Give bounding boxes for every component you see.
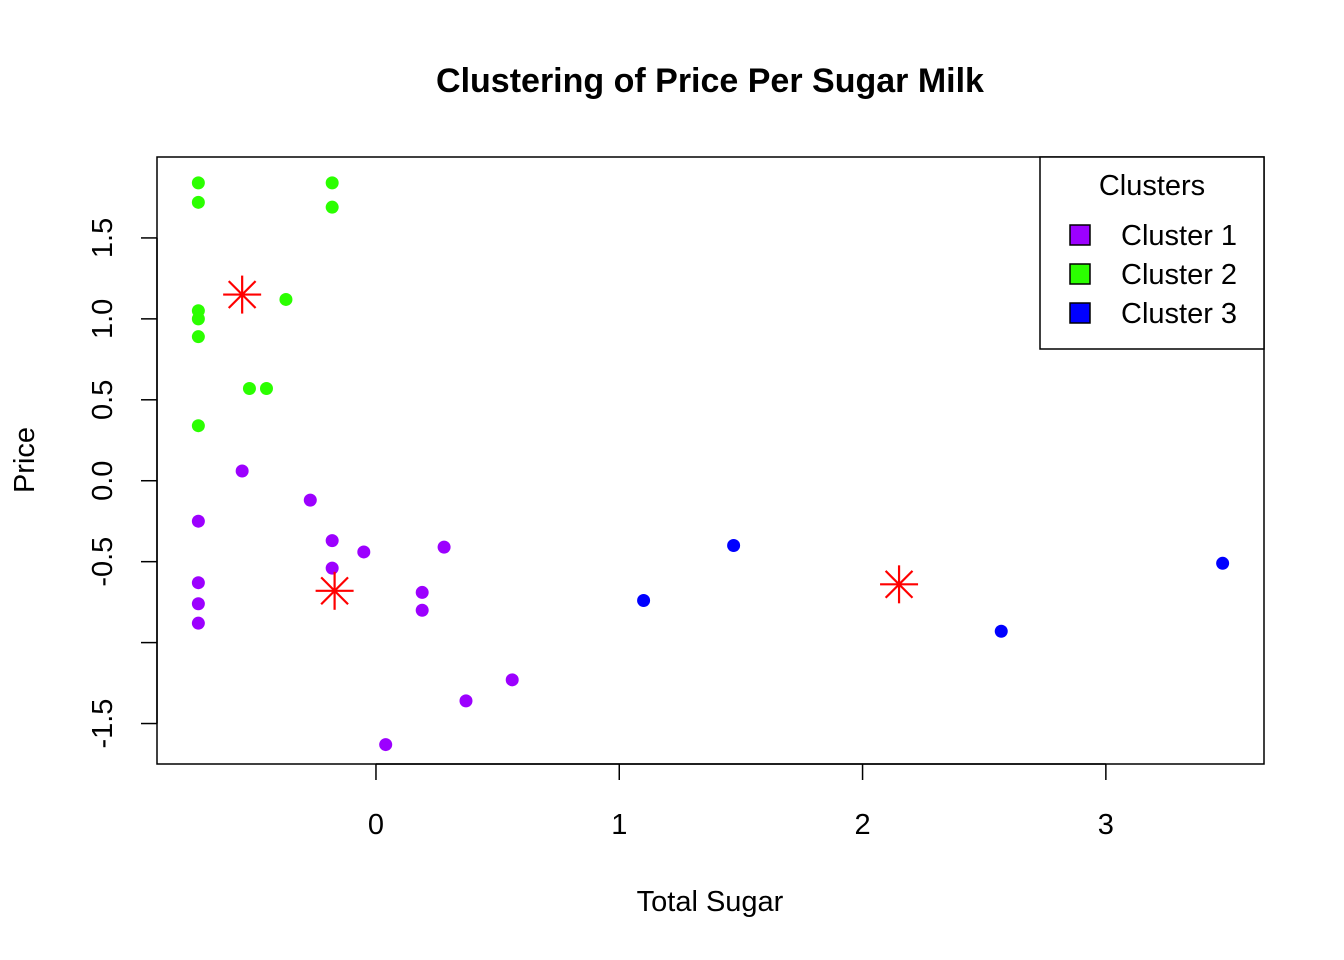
cluster-center-marker	[880, 565, 919, 604]
data-point	[191, 597, 205, 611]
data-point	[637, 594, 651, 608]
data-point	[191, 330, 205, 344]
data-point	[191, 576, 205, 590]
x-axis-label: Total Sugar	[637, 886, 784, 918]
data-point	[379, 738, 393, 752]
data-point	[242, 381, 256, 395]
data-point	[191, 195, 205, 209]
data-point	[235, 464, 249, 478]
data-point	[415, 603, 429, 617]
y-axis: -1.5 -0.5 0.0 0.5 1.0 1.5	[87, 218, 158, 749]
y-axis-label: Price	[9, 427, 41, 493]
cluster-center-marker	[223, 275, 262, 314]
x-axis: 0 1 2 3	[368, 763, 1114, 841]
cluster-center-marker	[315, 571, 354, 610]
data-point	[415, 585, 429, 599]
data-points	[191, 176, 1230, 752]
data-point	[325, 561, 339, 575]
data-point	[325, 176, 339, 190]
legend-entry-label: Cluster 3	[1121, 298, 1237, 330]
y-tick-label: -1.5	[87, 699, 119, 749]
data-point	[191, 616, 205, 630]
data-point	[505, 673, 519, 687]
chart-title: Clustering of Price Per Sugar Milk	[436, 62, 984, 100]
legend-swatch	[1069, 263, 1091, 285]
data-point	[191, 514, 205, 528]
y-tick-label: 0.0	[87, 461, 119, 501]
x-tick-label: 0	[368, 809, 384, 841]
legend-entry-label: Cluster 2	[1121, 259, 1237, 291]
data-point	[994, 624, 1008, 638]
data-point	[191, 176, 205, 190]
data-point	[459, 694, 473, 708]
y-tick-label: 1.5	[87, 218, 119, 258]
y-tick-label: 1.0	[87, 299, 119, 339]
legend-title: Clusters	[1099, 170, 1205, 202]
legend-swatch	[1069, 224, 1091, 246]
data-point	[325, 534, 339, 548]
data-point	[191, 312, 205, 326]
data-point	[259, 381, 273, 395]
data-point	[727, 538, 741, 552]
x-tick-label: 3	[1098, 809, 1114, 841]
cluster-centers	[223, 275, 919, 610]
data-point	[1216, 556, 1230, 570]
data-point	[357, 545, 371, 559]
x-tick-label: 1	[611, 809, 627, 841]
y-tick-label: 0.5	[87, 380, 119, 420]
data-point	[303, 493, 317, 507]
x-tick-label: 2	[854, 809, 870, 841]
legend-swatch	[1069, 302, 1091, 324]
legend-entry-label: Cluster 1	[1121, 220, 1237, 252]
y-tick-label: -0.5	[87, 537, 119, 587]
data-point	[191, 419, 205, 433]
data-point	[325, 200, 339, 214]
data-point	[437, 540, 451, 554]
data-point	[279, 292, 293, 306]
legend: Clusters Cluster 1 Cluster 2 Cluster 3	[1039, 156, 1265, 350]
